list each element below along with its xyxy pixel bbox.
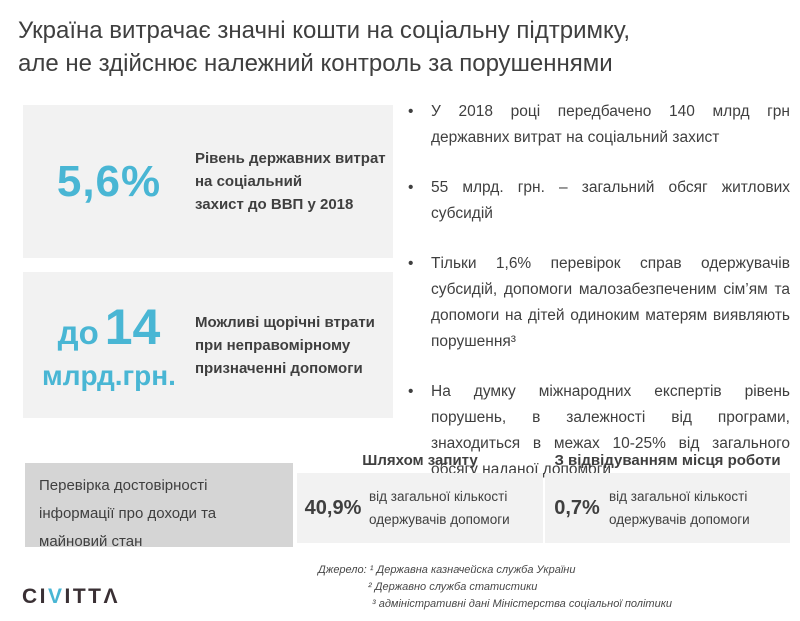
- stat-description: від загальної кількості одержувачів допо…: [609, 485, 750, 531]
- stat-unit: млрд.грн.: [42, 360, 176, 391]
- logo-accent-letter: V: [48, 585, 65, 608]
- list-item-text: 55 млрд. грн. – загальний обсяг житлових…: [431, 179, 790, 222]
- logo-text: ITTΛ: [64, 585, 121, 608]
- column-header-by-request: Шляхом запиту: [362, 452, 478, 469]
- verification-label-line: майновий стан: [39, 533, 143, 550]
- list-item: 55 млрд. грн. – загальний обсяг житлових…: [406, 175, 790, 227]
- stat-number-prefix: до: [57, 314, 99, 351]
- stat-description-line: від загальної кількості: [369, 489, 508, 504]
- source-line: ³ адміністративні дані Міністерства соці…: [372, 598, 673, 610]
- civitta-logo: CIVITTΛ: [22, 585, 120, 609]
- source-line: ² Державно служба статистики: [368, 581, 538, 593]
- bullet-icon: [408, 175, 413, 201]
- stat-value-gdp: 5,6%: [23, 157, 195, 207]
- stat-number: 5,6%: [56, 156, 162, 206]
- logo-text: CI: [22, 585, 48, 608]
- sources-block: Джерело: ¹ Державна казначейска служба У…: [318, 562, 672, 613]
- bullet-icon: [408, 379, 413, 405]
- stat-value-losses: до 14 млрд.грн.: [23, 298, 195, 392]
- list-item-text: У 2018 році передбачено 140 млрд грн дер…: [431, 103, 790, 146]
- stat-number: 14: [104, 299, 161, 355]
- page-title-line-1: Україна витрачає значні кошти на соціаль…: [18, 17, 631, 44]
- stat-box-gdp-spending: 5,6% Рівень державних витрат на соціальн…: [23, 105, 393, 258]
- stat-label-gdp: Рівень державних витрат на соціальний за…: [195, 147, 393, 216]
- list-item-text: Тільки 1,6% перевірок справ одержувачів …: [431, 255, 790, 350]
- stat-description-line: одержувачів допомоги: [369, 512, 510, 527]
- bullet-icon: [408, 99, 413, 125]
- source-line: Джерело: ¹ Державна казначейска служба У…: [318, 564, 576, 576]
- stat-label-line: призначенні допомоги: [195, 359, 363, 377]
- verification-label-line: Перевірка достовірності: [39, 477, 208, 494]
- stat-label-line: Рівень державних витрат: [195, 150, 386, 167]
- list-item-text: На думку міжнародних експертів рівень по…: [431, 383, 790, 478]
- list-item: На думку міжнародних експертів рівень по…: [406, 379, 790, 483]
- stat-label-line: захист до ВВП у 2018: [195, 196, 354, 213]
- key-facts-list: У 2018 році передбачено 140 млрд грн дер…: [406, 99, 790, 507]
- verification-label-box: Перевірка достовірності інформації про д…: [25, 463, 293, 550]
- column-header-workplace-visit: З відвідуванням місця роботи: [554, 452, 781, 469]
- stat-label-line: на соціальний: [195, 173, 303, 190]
- stat-label-line: при неправомірному: [195, 336, 351, 354]
- stat-label-line: Можливі щорічні втрати: [195, 313, 375, 331]
- stat-description-line: від загальної кількості: [609, 489, 748, 504]
- stat-percent: 0,7%: [554, 496, 600, 519]
- verification-label-line: інформації про доходи та: [39, 505, 217, 522]
- list-item: Тільки 1,6% перевірок справ одержувачів …: [406, 251, 790, 355]
- stat-percent: 40,9%: [304, 496, 362, 519]
- stat-description-line: одержувачів допомоги: [609, 512, 750, 527]
- stat-box-workplace-visit: 0,7% від загальної кількості одержувачів…: [545, 473, 790, 543]
- stat-label-losses: Можливі щорічні втрати при неправомірном…: [195, 311, 393, 380]
- stat-box-by-request: 40,9% від загальної кількості одержувачі…: [297, 473, 543, 543]
- page-title: Україна витрачає значні кошти на соціаль…: [18, 14, 788, 80]
- page-title-line-2: але не здійснює належний контроль за пор…: [18, 50, 613, 77]
- stat-description: від загальної кількості одержувачів допо…: [369, 485, 510, 531]
- bullet-icon: [408, 251, 413, 277]
- stat-box-annual-losses: до 14 млрд.грн. Можливі щорічні втрати пр…: [23, 272, 393, 418]
- list-item: У 2018 році передбачено 140 млрд грн дер…: [406, 99, 790, 151]
